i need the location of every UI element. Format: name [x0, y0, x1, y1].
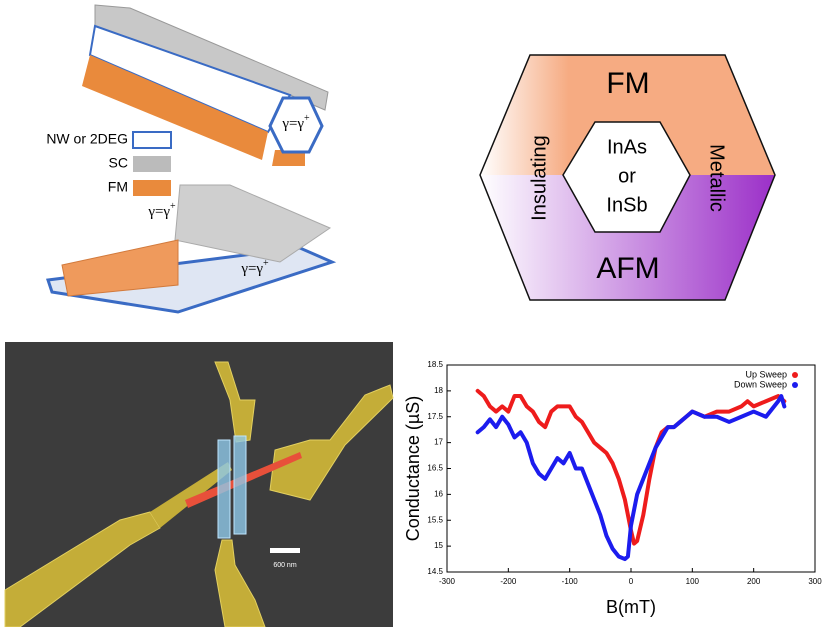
x-tick-label: -300 — [439, 577, 456, 586]
gamma-sup: + — [304, 113, 310, 124]
inner-hexagon — [562, 121, 691, 233]
x-tick-label: 100 — [686, 577, 700, 586]
legend-swatch — [133, 180, 171, 196]
gamma-label: γ=γ+ — [240, 258, 269, 277]
legend-label: Up Sweep — [745, 369, 787, 379]
data-line — [475, 388, 787, 546]
axis-label: Insulating — [528, 135, 550, 221]
y-tick-label: 16 — [434, 489, 443, 498]
chart: -300 -200 -100 0 100 200 300 14.5 15 15.5 16 16.5 17… — [403, 360, 822, 617]
legend-swatch — [132, 131, 172, 149]
sc-slab — [174, 184, 332, 263]
lead — [269, 384, 394, 501]
y-tick-label: 15 — [434, 541, 443, 550]
y-tick-label: 18.5 — [427, 360, 443, 369]
x-tick-label: 300 — [808, 577, 822, 586]
fm-shell — [82, 55, 268, 160]
gamma-sup: + — [263, 258, 269, 269]
y-tick-label: 18 — [434, 386, 443, 395]
region-label: AFM — [596, 252, 659, 285]
legend-marker — [792, 382, 798, 388]
x-tick-label: -200 — [500, 577, 517, 586]
legend-swatch — [133, 156, 171, 172]
hexagon-end — [268, 96, 324, 154]
legend-label: SC — [109, 155, 128, 171]
gamma-label: γ=γ+ — [147, 201, 176, 220]
fm-slab — [61, 239, 179, 297]
scale-label: 600 nm — [273, 562, 297, 569]
phase-diagram: FM AFM Insulating Metallic InAs or InSb — [479, 54, 776, 301]
gamma-sup: + — [170, 201, 176, 212]
contact — [233, 435, 247, 535]
legend-marker — [792, 372, 798, 378]
material-label: or — [618, 165, 636, 187]
contact — [217, 439, 231, 539]
y-tick-label: 17.5 — [427, 412, 443, 421]
lead — [214, 361, 256, 443]
afm-region — [480, 175, 775, 300]
y-axis-label: Conductance (µS) — [403, 396, 423, 541]
y-tick-label: 16.5 — [427, 464, 443, 473]
fm-region — [480, 55, 775, 175]
x-tick-label: 0 — [629, 577, 634, 586]
y-tick-label: 14.5 — [427, 567, 443, 576]
gamma-label: γ=γ+ — [281, 113, 310, 132]
device-image: 600 nm — [4, 342, 394, 628]
x-tick-label: 200 — [747, 577, 761, 586]
legend-label: Down Sweep — [734, 379, 787, 389]
lead — [214, 539, 266, 628]
schematic: γ=γ+ NW or 2DEG SC FM γ=γ+ γ=γ+ — [45, 4, 337, 314]
x-axis-label: B(mT) — [606, 597, 656, 617]
material-label: InAs — [607, 136, 647, 158]
y-tick-label: 15.5 — [427, 515, 443, 524]
axis-label: Metallic — [706, 144, 728, 212]
x-tick-label: -100 — [562, 577, 579, 586]
gamma-base: γ=γ — [147, 204, 170, 220]
legend-label: FM — [108, 179, 128, 195]
outer-hexagon — [479, 54, 776, 301]
y-tick-label: 17 — [434, 438, 443, 447]
material-label: InSb — [606, 194, 647, 216]
gamma-base: γ=γ — [240, 261, 263, 277]
scale-bar — [270, 548, 300, 553]
legend-label: NW or 2DEG — [46, 131, 128, 147]
gamma-base: γ=γ — [281, 116, 304, 132]
region-label: FM — [606, 67, 649, 100]
data-line — [475, 394, 787, 562]
fm-shell-end — [272, 150, 305, 166]
lead — [150, 462, 232, 528]
